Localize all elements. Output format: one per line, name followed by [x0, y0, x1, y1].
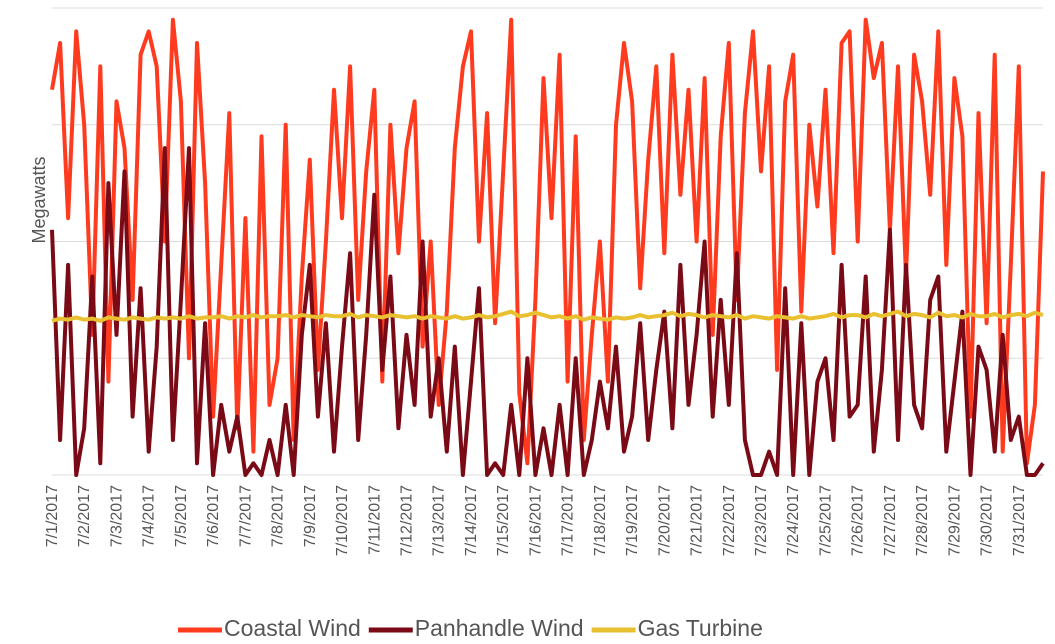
x-tick-label: 7/5/2017 [173, 485, 190, 547]
x-tick-label: 7/29/2017 [946, 485, 963, 556]
legend-label: Panhandle Wind [415, 615, 584, 641]
x-tick-label: 7/20/2017 [656, 485, 673, 556]
x-tick-label: 7/7/2017 [237, 485, 254, 547]
x-tick-label: 7/15/2017 [495, 485, 512, 556]
x-tick-label: 7/21/2017 [689, 485, 706, 556]
x-tick-label: 7/17/2017 [560, 485, 577, 556]
x-tick-label: 7/22/2017 [721, 485, 738, 556]
x-tick-label: 7/8/2017 [270, 485, 287, 547]
x-tick-label: 7/16/2017 [527, 485, 544, 556]
x-tick-label: 7/10/2017 [334, 485, 351, 556]
x-tick-label: 7/28/2017 [914, 485, 931, 556]
x-tick-label: 7/1/2017 [44, 485, 61, 547]
legend-label: Gas Turbine [638, 615, 763, 641]
x-tick-label: 7/4/2017 [141, 485, 158, 547]
x-tick-label: 7/9/2017 [302, 485, 319, 547]
x-tick-label: 7/18/2017 [592, 485, 609, 556]
x-tick-label: 7/25/2017 [817, 485, 834, 556]
x-tick-label: 7/11/2017 [366, 485, 383, 555]
x-tick-label: 7/26/2017 [850, 485, 867, 556]
x-tick-label: 7/27/2017 [882, 485, 899, 556]
line-series [50, 17, 1045, 466]
x-tick-label: 7/23/2017 [753, 485, 770, 556]
x-tick-label: 7/31/2017 [1011, 485, 1028, 556]
x-tick-label: 7/13/2017 [431, 485, 448, 556]
line-series [50, 146, 1045, 477]
line-series [51, 309, 1044, 323]
y-axis-label: Megawatts [29, 156, 49, 243]
legend-label: Coastal Wind [224, 615, 361, 641]
x-tick-label: 7/24/2017 [785, 485, 802, 556]
x-tick-label: 7/14/2017 [463, 485, 480, 556]
x-tick-label: 7/12/2017 [399, 485, 416, 556]
x-tick-label: 7/19/2017 [624, 485, 641, 556]
x-tick-label: 7/2/2017 [76, 485, 93, 547]
x-tick-label: 7/3/2017 [108, 485, 125, 547]
x-tick-label: 7/6/2017 [205, 485, 222, 547]
x-tick-label: 7/30/2017 [979, 485, 996, 556]
